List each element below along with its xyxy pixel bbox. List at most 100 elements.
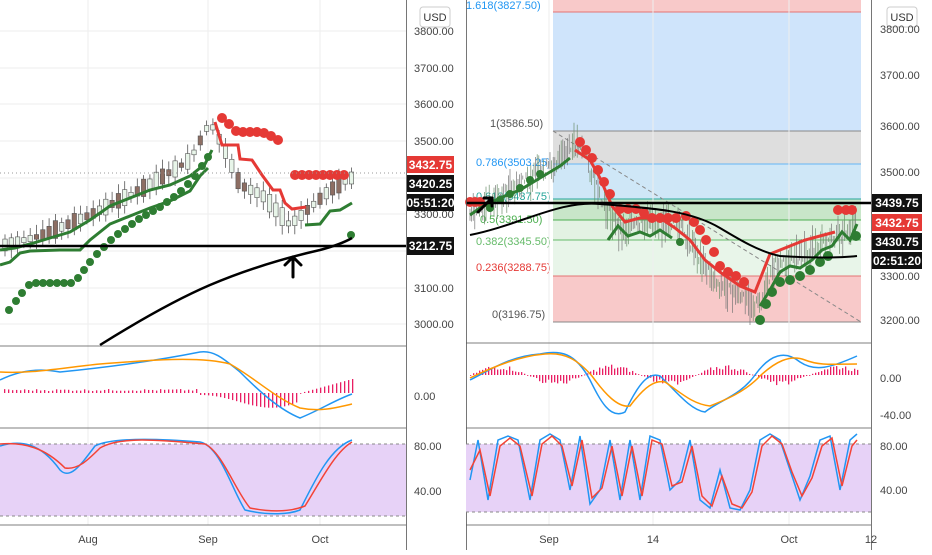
right-hist-bar [608, 366, 610, 375]
fib-786-label: 0.786(3503.25) [476, 157, 551, 169]
right-usd-badge[interactable]: USD [886, 6, 918, 28]
left-time-oct: Oct [311, 534, 328, 546]
left-candle [248, 184, 254, 195]
left-candle [311, 200, 317, 208]
right-hist-bar [515, 371, 517, 375]
left-candle [348, 171, 354, 185]
left-candle [185, 153, 191, 170]
left-chart: USD 3800.00 3700.00 3600.00 3500.00 3100… [0, 0, 455, 550]
left-hist-bar [144, 389, 146, 393]
left-hist-bar [228, 393, 230, 400]
right-hist-bar [710, 367, 712, 375]
right-hist-bar [530, 375, 532, 377]
left-hist-bar [260, 393, 262, 407]
left-hist-bar [108, 389, 110, 393]
left-candle [279, 207, 285, 226]
left-hist-bar [236, 393, 238, 402]
fib-1618-label: 1.618(3827.50) [466, 0, 541, 12]
right-hist-bar [647, 375, 649, 379]
fib-500-label: 0.5(3391.50) [480, 214, 542, 226]
left-candle [65, 219, 71, 229]
left-tick-3500: 3500.00 [414, 136, 454, 148]
left-bull-trail-2 [0, 149, 214, 252]
right-hist-bar [725, 365, 727, 375]
left-macd-panel: 0.00 [0, 351, 435, 419]
left-candle [52, 220, 58, 239]
left-hist-bar [232, 393, 234, 401]
left-candle [235, 172, 241, 190]
right-hist-bar [566, 375, 568, 384]
left-hist-bar [60, 389, 62, 393]
left-hist-bar [292, 393, 294, 405]
right-hist-bar [809, 375, 811, 376]
left-hist-bar [336, 383, 338, 393]
right-hist-bar [569, 375, 571, 381]
right-hist-bar [812, 373, 814, 375]
right-macd-line [469, 351, 858, 415]
left-hist-bar [88, 390, 90, 393]
left-tick-3600: 3600.00 [414, 99, 454, 111]
left-usd-badge[interactable]: USD [419, 6, 451, 28]
left-hist-bar [296, 393, 298, 403]
right-hist-bar [644, 375, 646, 377]
right-hist-bar [536, 375, 538, 379]
right-level-label: 3439.75 [872, 194, 922, 212]
left-candle [304, 205, 310, 215]
left-hist-bar [300, 393, 302, 394]
left-stoch-band [0, 444, 406, 516]
right-time-sep: Sep [539, 534, 559, 546]
right-hist-bar [578, 375, 580, 378]
fib-labels: 1.618(3827.50) 1(3586.50) 0.786(3503.25)… [466, 0, 551, 321]
right-time-12: 12 [865, 534, 877, 546]
left-hist-bar [72, 390, 74, 393]
left-macd-line [0, 351, 353, 419]
right-bull-trail-2 [606, 223, 673, 241]
left-hist-bar [16, 389, 18, 393]
right-hist-bar [743, 369, 745, 375]
left-hist-bar [220, 393, 222, 398]
left-hist-bar [104, 389, 106, 393]
left-hist-bar [344, 381, 346, 393]
right-tick-3500: 3500.00 [880, 167, 920, 179]
left-hist-bar [340, 382, 342, 393]
right-signal-line [469, 352, 858, 407]
up-arrow-icon [283, 255, 303, 279]
right-hist-bar [611, 364, 613, 375]
left-candle [267, 194, 273, 213]
right-time-oct: Oct [780, 534, 797, 546]
left-hist-bar [120, 390, 122, 393]
right-price-axis: USD 3800.00 3700.00 3600.00 3500.00 3200… [871, 0, 922, 550]
right-hist-bar [653, 375, 655, 382]
left-hist-bar [276, 393, 278, 408]
right-hist-bar [695, 375, 697, 376]
left-candle [210, 124, 216, 131]
left-candle [323, 187, 329, 200]
right-hist-bar [539, 375, 541, 382]
right-time-axis: Sep 14 Oct 12 [539, 534, 877, 546]
right-hist-bar [671, 375, 673, 381]
right-hist-bar [740, 369, 742, 375]
left-hist-bar [132, 390, 134, 393]
right-tick-3800: 3800.00 [880, 24, 920, 36]
right-hist-bar [572, 375, 574, 379]
right-hist-bar [551, 375, 553, 383]
left-candle [122, 189, 128, 206]
up-right-arrow-icon [476, 196, 494, 214]
left-hist-bar [308, 390, 310, 393]
right-hist-bar [737, 370, 739, 375]
right-stoch-tick-80: 80.00 [880, 441, 908, 453]
left-time-axis: Aug Sep Oct [78, 534, 328, 546]
left-hist-bar [56, 389, 58, 393]
left-hist-bar [240, 393, 242, 403]
left-hist-bar [124, 390, 126, 393]
left-candle [172, 160, 178, 178]
left-hist-bar [12, 390, 14, 393]
right-hist-bar [731, 369, 733, 375]
left-time-aug: Aug [78, 534, 98, 546]
left-hist-bar [84, 389, 86, 393]
right-hist-bar [701, 372, 703, 375]
right-hist-bar [491, 367, 493, 375]
right-hist-bar [848, 370, 850, 375]
left-hist-bar [112, 390, 114, 393]
left-hist-bar [316, 388, 318, 393]
